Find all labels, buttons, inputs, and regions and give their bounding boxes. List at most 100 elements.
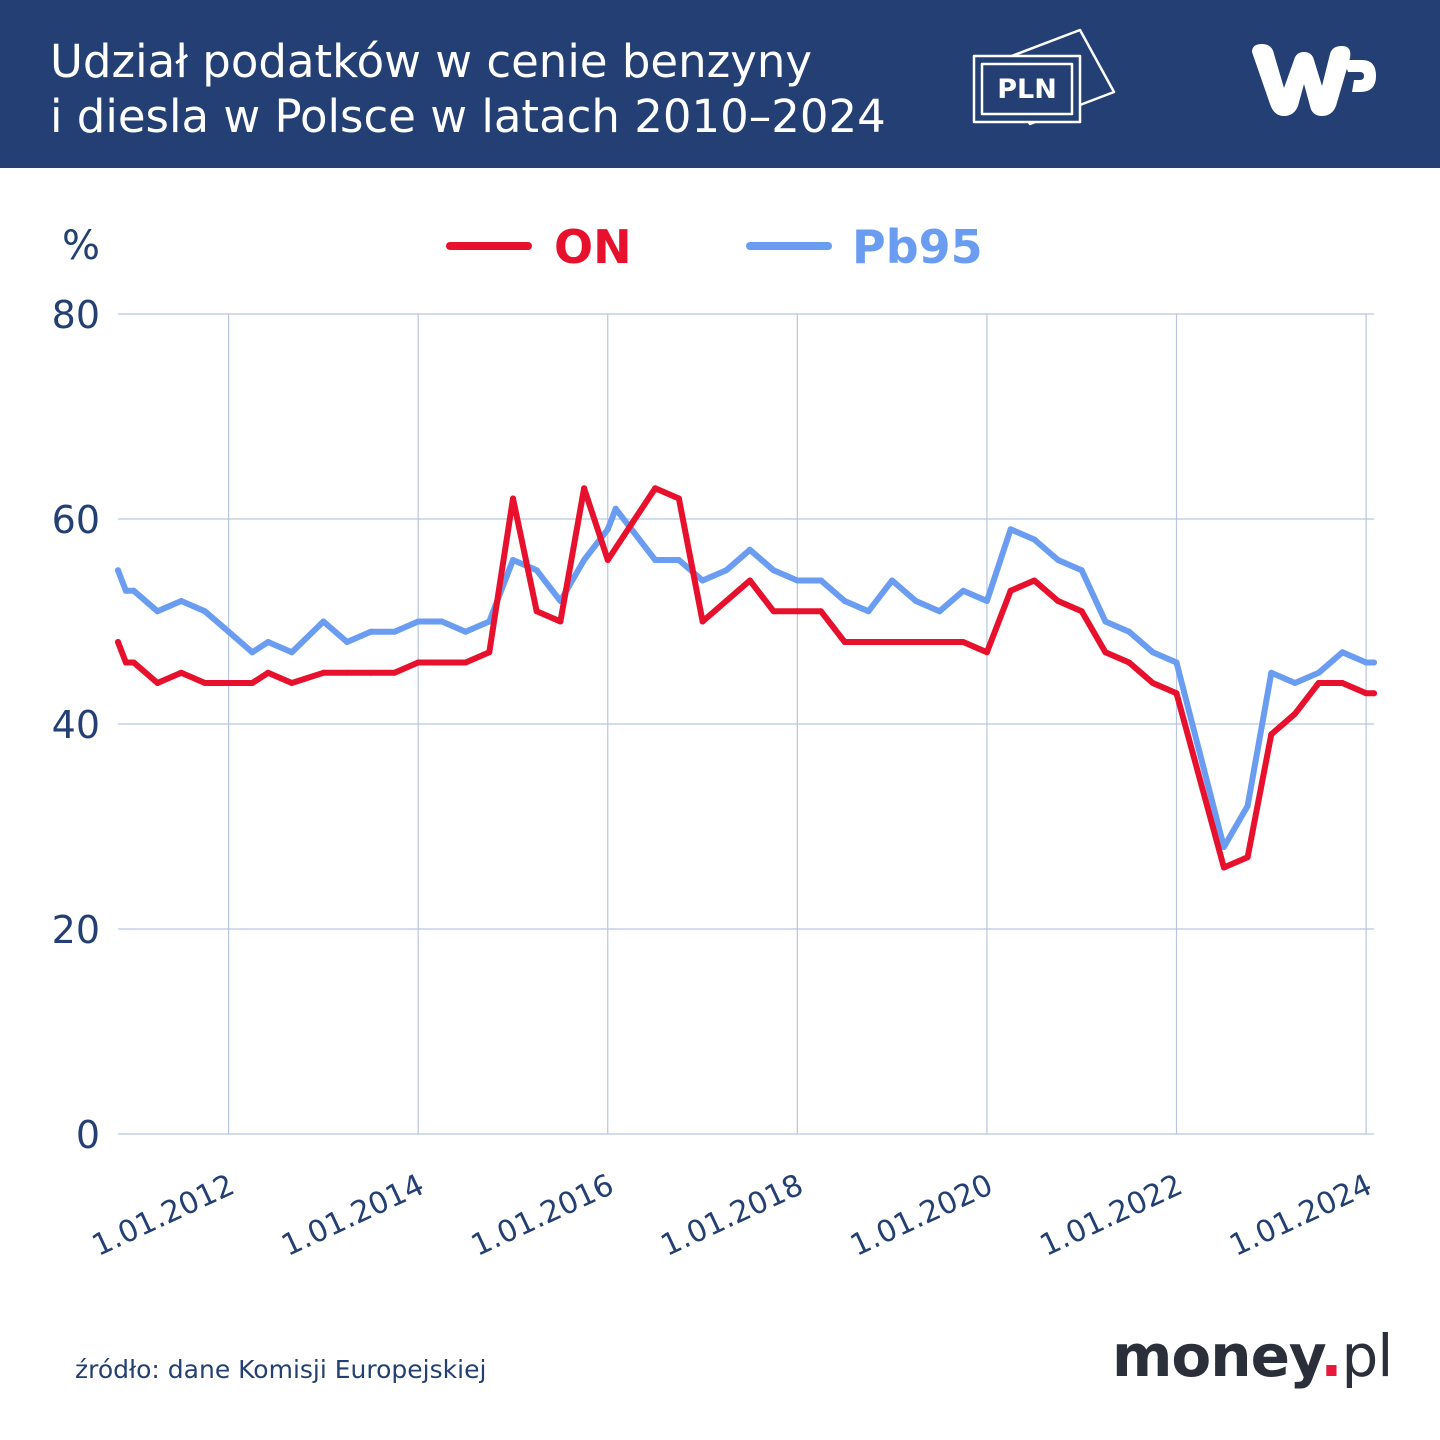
- data-point: [1078, 567, 1085, 574]
- data-point: [367, 669, 374, 676]
- chart-title: Udział podatków w cenie benzyny i diesla…: [50, 34, 950, 144]
- data-point: [770, 567, 777, 574]
- brand-dot: .: [1320, 1322, 1342, 1390]
- brand-main: money: [1112, 1322, 1321, 1390]
- data-point: [1031, 536, 1038, 543]
- data-point: [983, 649, 990, 656]
- data-point: [841, 639, 848, 645]
- data-point: [1292, 680, 1298, 686]
- money-pl-logo: money.pl: [1112, 1322, 1393, 1390]
- brand-tld: pl: [1341, 1322, 1393, 1390]
- data-point: [1292, 710, 1298, 717]
- data-point: [889, 639, 896, 645]
- header-banner: Udział podatków w cenie benzyny i diesla…: [0, 0, 1440, 168]
- data-point: [612, 505, 619, 512]
- y-tick-label: 20: [52, 908, 100, 952]
- banknote-icon: PLN: [972, 28, 1116, 126]
- data-point: [415, 659, 422, 666]
- data-point: [1173, 690, 1180, 697]
- title-line-1: Udział podatków w cenie benzyny: [50, 35, 812, 88]
- data-point: [1055, 598, 1061, 604]
- data-point: [1149, 649, 1156, 656]
- data-point: [438, 618, 445, 625]
- data-point: [178, 598, 185, 604]
- y-tick-label: 80: [52, 293, 100, 337]
- data-point: [604, 557, 611, 563]
- data-point: [154, 680, 161, 686]
- data-point: [486, 649, 493, 656]
- data-point: [225, 628, 232, 635]
- data-point: [1102, 649, 1109, 656]
- data-point: [201, 608, 208, 615]
- data-point: [249, 649, 256, 656]
- data-points-pb95: [115, 505, 1377, 850]
- data-point: [770, 608, 777, 615]
- data-point: [746, 546, 753, 553]
- data-point: [178, 669, 185, 676]
- data-point: [1371, 690, 1377, 697]
- data-point: [225, 680, 232, 686]
- data-point: [1371, 659, 1377, 666]
- data-point: [1220, 844, 1227, 850]
- data-point: [1339, 649, 1346, 656]
- data-point: [265, 639, 272, 645]
- data-points-on: [115, 485, 1377, 871]
- x-tick-label: 1.01.2020: [845, 1168, 998, 1264]
- data-point: [1315, 680, 1322, 686]
- data-point: [510, 495, 516, 502]
- data-point: [1055, 557, 1061, 563]
- data-point: [746, 577, 753, 584]
- data-point: [675, 557, 682, 563]
- legend-label-on: ON: [554, 220, 632, 274]
- y-tick-label: 40: [52, 703, 100, 747]
- data-point: [344, 669, 351, 676]
- data-point: [533, 608, 540, 615]
- data-point: [1268, 669, 1275, 676]
- data-point: [936, 608, 943, 615]
- data-point: [320, 669, 327, 676]
- x-tick-label: 1.01.2024: [1224, 1168, 1377, 1264]
- data-point: [960, 639, 967, 645]
- data-point: [675, 495, 682, 502]
- data-point: [367, 628, 374, 635]
- data-point: [912, 639, 919, 645]
- data-point: [699, 577, 706, 584]
- data-point: [462, 659, 469, 666]
- data-point: [1102, 618, 1109, 625]
- data-point: [438, 659, 445, 666]
- x-tick-label: 1.01.2012: [87, 1168, 240, 1264]
- data-point: [699, 618, 706, 625]
- wp-logo: [1252, 44, 1376, 116]
- data-point: [723, 567, 730, 574]
- data-point: [581, 557, 588, 563]
- data-point: [983, 598, 990, 604]
- data-point: [1078, 608, 1085, 615]
- data-point: [1244, 854, 1251, 861]
- data-point: [249, 680, 256, 686]
- x-tick-label: 1.01.2022: [1035, 1168, 1188, 1264]
- series-line-on: [115, 485, 1377, 871]
- data-point: [1363, 690, 1370, 697]
- data-point: [130, 587, 137, 594]
- data-point: [794, 608, 801, 615]
- data-point: [391, 669, 398, 676]
- data-point: [533, 567, 540, 574]
- data-point: [652, 485, 659, 492]
- data-point: [912, 598, 919, 604]
- data-point: [1126, 628, 1133, 635]
- data-point: [115, 639, 121, 645]
- y-tick-label: 0: [76, 1113, 100, 1157]
- banknote-label: PLN: [997, 74, 1057, 105]
- data-point: [1363, 659, 1370, 666]
- data-point: [1007, 526, 1014, 533]
- y-axis-unit: %: [62, 223, 100, 269]
- data-point: [320, 618, 327, 625]
- data-point: [1268, 731, 1275, 738]
- data-point: [1126, 659, 1133, 666]
- data-point: [391, 628, 398, 635]
- data-point: [1173, 659, 1180, 666]
- data-point: [841, 598, 848, 604]
- data-point: [462, 628, 469, 635]
- data-point: [865, 608, 872, 615]
- data-point: [818, 577, 824, 584]
